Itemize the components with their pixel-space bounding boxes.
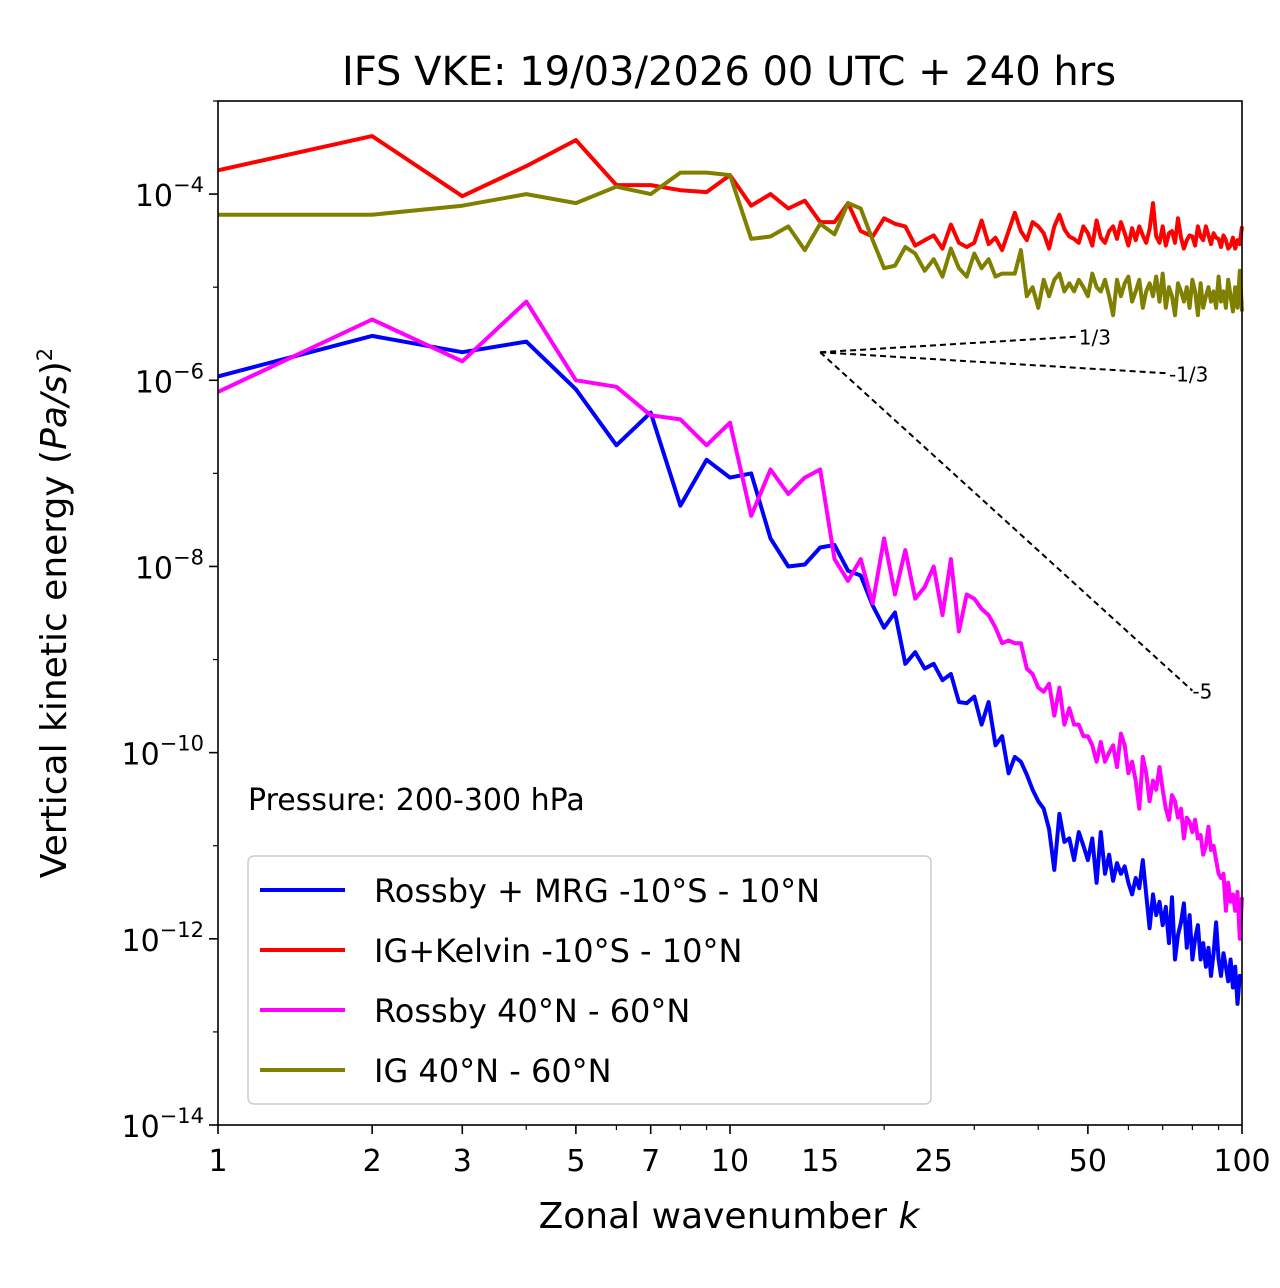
x-tick-label: 50 — [1069, 1144, 1107, 1179]
slope-line-3 — [819, 351, 1194, 692]
y-tick-label: 10−10 — [121, 732, 204, 773]
legend-label-4: IG 40°N - 60°N — [374, 1052, 612, 1090]
slope-label-1: 1/3 — [1079, 326, 1111, 350]
x-axis-ticks: 1 2 3 5 7 10 15 25 50 100 — [208, 1125, 1271, 1179]
x-axis-label: Zonal wavenumber k — [539, 1196, 922, 1237]
y-tick-label: 10−6 — [135, 359, 204, 400]
y-tick-label: 10−4 — [135, 173, 204, 214]
reference-slopes: 1/3 -1/3 -5 — [819, 326, 1212, 704]
series-line-3 — [217, 299, 1244, 941]
slope-label-2: -1/3 — [1169, 362, 1208, 386]
pressure-annotation: Pressure: 200-300 hPa — [248, 783, 585, 818]
legend: Rossby + MRG -10°S - 10°N IG+Kelvin -10°S… — [247, 855, 932, 1105]
x-tick-label: 25 — [915, 1144, 953, 1179]
x-tick-label: 7 — [641, 1144, 660, 1179]
x-tick-label: 10 — [711, 1144, 749, 1179]
x-tick-label: 100 — [1213, 1144, 1270, 1179]
y-axis-label: Vertical kinetic energy (Pa/s)2 — [33, 348, 75, 878]
chart-title: IFS VKE: 19/03/2026 00 UTC + 240 hrs — [342, 49, 1116, 95]
y-tick-label: 10−14 — [121, 1104, 204, 1145]
y-tick-label: 10−12 — [121, 918, 204, 959]
series-line-2 — [217, 134, 1244, 253]
y-axis-label-exponent: 2 — [33, 348, 57, 361]
series-line-4 — [218, 170, 1244, 318]
x-tick-label: 15 — [801, 1144, 839, 1179]
legend-label-3: Rossby 40°N - 60°N — [374, 992, 690, 1030]
series-layer — [217, 134, 1244, 1006]
y-axis-label-var: Pa/s — [34, 375, 75, 450]
legend-label-1: Rossby + MRG -10°S - 10°N — [374, 872, 820, 910]
legend-frame — [247, 855, 932, 1105]
y-axis-ticks: 10−14 10−12 10−10 10−8 10−6 10−4 — [121, 100, 218, 1145]
x-axis-label-text: Zonal wavenumber — [539, 1196, 899, 1237]
x-tick-label: 1 — [208, 1144, 227, 1179]
x-axis-label-var: k — [899, 1196, 922, 1237]
slope-line-1 — [820, 335, 1079, 354]
x-tick-label: 5 — [566, 1144, 585, 1179]
y-axis-label-close: ) — [34, 361, 75, 375]
slope-line-2 — [820, 351, 1170, 375]
slope-label-3: -5 — [1192, 680, 1212, 704]
y-axis-label-text: Vertical kinetic energy ( — [34, 450, 75, 878]
x-tick-label: 3 — [453, 1144, 472, 1179]
legend-label-2: IG+Kelvin -10°S - 10°N — [374, 932, 742, 970]
y-tick-label: 10−8 — [135, 545, 204, 586]
x-tick-label: 2 — [363, 1144, 382, 1179]
